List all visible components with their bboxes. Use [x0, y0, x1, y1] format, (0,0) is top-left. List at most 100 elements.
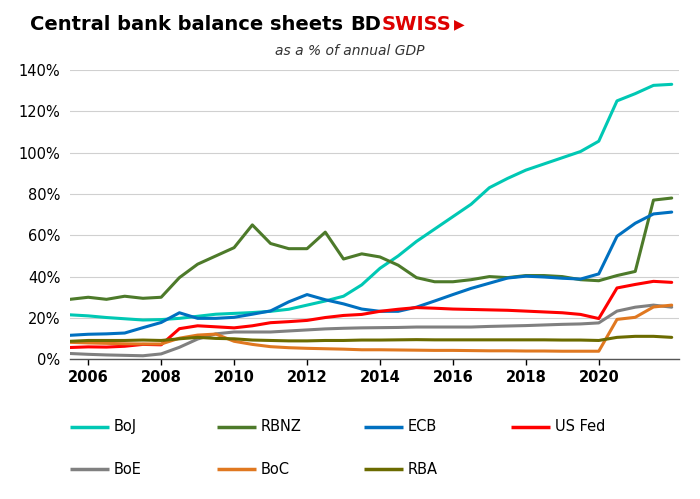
- BoJ: [394, 253, 402, 259]
- RBA: [230, 336, 238, 342]
- RBA: [376, 337, 384, 343]
- BoE: [467, 324, 475, 330]
- BoJ: [576, 149, 584, 155]
- ECB: [467, 285, 475, 291]
- BoJ: [612, 98, 621, 104]
- BoE: [66, 350, 74, 356]
- BoJ: [102, 314, 111, 320]
- US Fed: [157, 342, 165, 348]
- RBNZ: [211, 253, 220, 259]
- RBA: [120, 337, 129, 343]
- Line: BoJ: BoJ: [70, 84, 672, 320]
- ECB: [340, 301, 348, 307]
- ECB: [303, 291, 312, 297]
- US Fed: [558, 310, 566, 316]
- US Fed: [376, 308, 384, 314]
- RBNZ: [394, 262, 402, 268]
- US Fed: [248, 323, 256, 329]
- RBNZ: [285, 246, 293, 251]
- BoJ: [631, 91, 639, 97]
- RBA: [485, 337, 494, 343]
- BoE: [594, 320, 603, 326]
- RBNZ: [193, 261, 202, 267]
- BoJ: [139, 317, 147, 323]
- RBNZ: [631, 268, 639, 274]
- ECB: [594, 271, 603, 277]
- BoC: [303, 345, 312, 351]
- BoJ: [558, 155, 566, 161]
- BoC: [594, 348, 603, 354]
- BoE: [412, 324, 421, 330]
- RBA: [631, 333, 639, 339]
- BoC: [248, 341, 256, 347]
- US Fed: [66, 344, 74, 350]
- BoJ: [650, 82, 658, 88]
- RBNZ: [522, 272, 530, 278]
- BoE: [631, 304, 639, 310]
- Text: BoJ: BoJ: [114, 419, 137, 434]
- ECB: [522, 273, 530, 279]
- US Fed: [175, 326, 183, 332]
- BoC: [522, 348, 530, 354]
- RBA: [303, 338, 312, 344]
- RBA: [139, 337, 147, 343]
- BoC: [412, 347, 421, 353]
- RBNZ: [84, 294, 92, 300]
- BoJ: [193, 313, 202, 319]
- BoE: [612, 308, 621, 314]
- Line: RBNZ: RBNZ: [70, 198, 672, 299]
- BoC: [175, 335, 183, 341]
- BoC: [211, 331, 220, 337]
- RBNZ: [540, 272, 548, 278]
- BoE: [248, 329, 256, 335]
- RBA: [467, 337, 475, 343]
- BoJ: [248, 309, 256, 315]
- BoC: [285, 345, 293, 351]
- BoC: [230, 338, 238, 344]
- RBA: [503, 337, 512, 343]
- RBNZ: [485, 273, 494, 279]
- BoJ: [230, 310, 238, 316]
- BoJ: [321, 298, 330, 304]
- BoE: [267, 329, 275, 335]
- RBA: [321, 337, 330, 343]
- ECB: [449, 291, 457, 297]
- US Fed: [102, 344, 111, 350]
- RBNZ: [267, 241, 275, 247]
- RBNZ: [102, 296, 111, 302]
- RBA: [412, 337, 421, 343]
- US Fed: [394, 306, 402, 312]
- US Fed: [467, 306, 475, 312]
- BoE: [394, 324, 402, 330]
- ECB: [84, 331, 92, 337]
- RBA: [248, 337, 256, 343]
- Text: BoC: BoC: [261, 462, 290, 477]
- BoJ: [175, 315, 183, 321]
- RBNZ: [576, 276, 584, 282]
- ECB: [248, 311, 256, 317]
- RBNZ: [340, 256, 348, 262]
- RBNZ: [120, 293, 129, 299]
- ECB: [558, 275, 566, 281]
- BoJ: [285, 306, 293, 312]
- RBNZ: [430, 279, 439, 285]
- RBNZ: [248, 222, 256, 228]
- US Fed: [230, 325, 238, 331]
- Text: SWISS: SWISS: [382, 15, 452, 34]
- RBA: [66, 338, 74, 344]
- US Fed: [303, 317, 312, 323]
- US Fed: [321, 314, 330, 320]
- BoJ: [668, 81, 676, 87]
- RBNZ: [321, 229, 330, 235]
- BoJ: [540, 161, 548, 167]
- RBA: [612, 334, 621, 340]
- ECB: [175, 310, 183, 316]
- BoE: [230, 329, 238, 335]
- US Fed: [576, 311, 584, 317]
- ECB: [576, 276, 584, 282]
- BoJ: [303, 302, 312, 308]
- RBNZ: [467, 276, 475, 282]
- US Fed: [650, 278, 658, 284]
- RBA: [84, 337, 92, 343]
- Line: ECB: ECB: [70, 212, 672, 335]
